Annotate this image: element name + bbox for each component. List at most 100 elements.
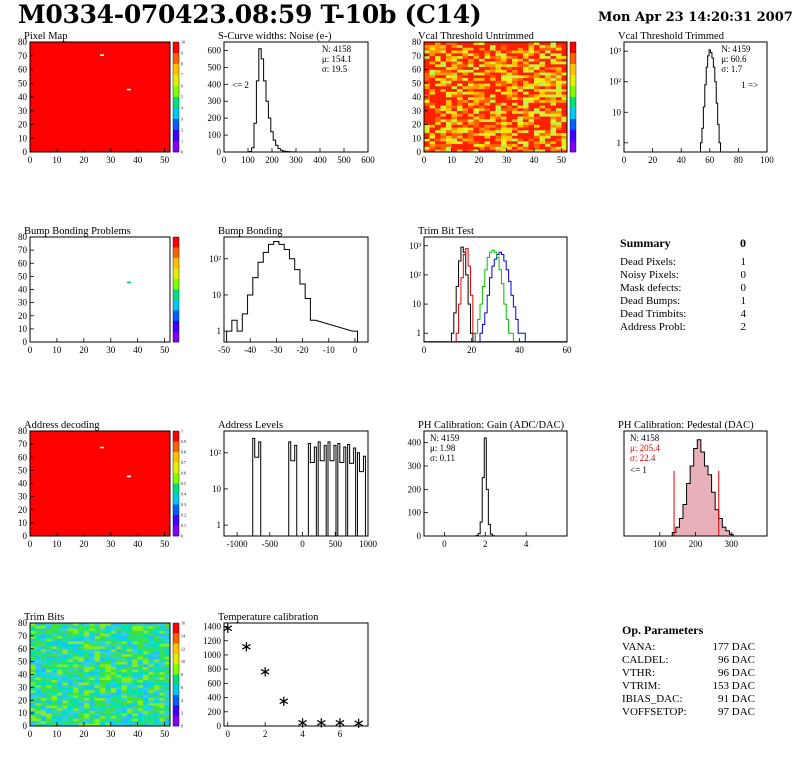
heatmap-cell (78, 666, 85, 670)
heatmap-cell (462, 75, 469, 79)
heatmap-cell (506, 102, 513, 106)
heatmap-cell (153, 679, 160, 683)
heatmap-cell (132, 689, 138, 693)
heatmap-cell (30, 715, 36, 719)
heatmap-cell (94, 630, 101, 634)
heatmap-cell (137, 715, 144, 719)
heatmap-cell (78, 707, 85, 711)
heatmap-cell (153, 648, 160, 652)
heatmap-cell (495, 55, 502, 59)
heatmap-cell (561, 141, 568, 145)
heatmap-cell (512, 119, 518, 123)
heatmap-cell (462, 127, 469, 131)
heatmap-cell (556, 94, 562, 98)
heatmap-cell (501, 83, 507, 87)
heatmap-cell (30, 695, 36, 698)
heatmap-cell (132, 638, 138, 642)
heatmap-cell (126, 682, 133, 686)
heatmap-cell (512, 47, 518, 51)
heatmap-cell (446, 64, 452, 68)
heatmap-cell (490, 83, 496, 87)
plot-frame (623, 41, 768, 153)
heatmap-cell (116, 664, 122, 668)
z-tick-label: 1 (181, 429, 183, 434)
heatmap-cell (110, 674, 117, 678)
heatmap-cell (143, 646, 149, 650)
heatmap-cell (83, 715, 90, 719)
heatmap-cell (539, 72, 546, 76)
heatmap-cell (143, 643, 149, 647)
heatmap-cell (457, 83, 463, 87)
heatmap-cell (83, 710, 90, 714)
heatmap-cell (424, 138, 430, 142)
heatmap-cell (126, 702, 133, 706)
heatmap-cell (143, 695, 149, 698)
heatmap-cell (484, 66, 491, 70)
scatter-point: ∗ (240, 639, 253, 655)
heatmap-cell (137, 666, 144, 670)
heatmap-cell (110, 692, 117, 696)
heatmap-cell (46, 628, 52, 632)
heatmap-cell (550, 69, 557, 73)
heatmap-cell (105, 651, 112, 655)
heatmap-cell (523, 83, 529, 87)
heatmap-cell (517, 69, 524, 73)
heatmap-cell (468, 119, 474, 123)
heatmap-cell (479, 83, 485, 87)
heatmap-cell (528, 42, 535, 46)
y-tick-label: 10² (209, 448, 221, 458)
heatmap-cell (534, 50, 540, 54)
heatmap-cell (143, 692, 149, 696)
heatmap-cell (550, 97, 557, 101)
heatmap-cell (473, 91, 480, 95)
heatmap-cell (137, 674, 144, 678)
heatmap-cell (46, 684, 52, 688)
heatmap-cell (440, 94, 447, 98)
heatmap-cell (556, 105, 562, 109)
summary-label: Dead Bumps: (620, 295, 681, 307)
heatmap-cell (35, 638, 42, 642)
heatmap-cell (94, 669, 101, 673)
heatmap-cell (30, 697, 36, 701)
heatmap-cell (484, 99, 491, 103)
heatmap-cell (440, 64, 447, 68)
heatmap-cell (132, 682, 138, 686)
heatmap-cell (126, 638, 133, 642)
heatmap-cell (490, 55, 496, 59)
heatmap-cell (100, 651, 106, 655)
heatmap-cell (62, 646, 68, 650)
heatmap-cell (501, 108, 507, 112)
heatmap-cell (517, 72, 524, 76)
heatmap-cell (457, 143, 463, 147)
level-peak (288, 441, 298, 536)
heatmap-cell (556, 83, 562, 87)
heatmap-cell (100, 705, 106, 709)
heatmap-cell (501, 58, 507, 62)
heatmap-cell (67, 643, 74, 647)
heatmap-cell (100, 669, 106, 673)
heatmap-cell (35, 723, 42, 727)
heatmap-cell (100, 679, 106, 683)
heatmap-cell (56, 638, 63, 642)
x-tick-label: 60 (563, 345, 573, 355)
heatmap-cell (561, 97, 568, 101)
heatmap-cell (512, 113, 518, 117)
heatmap-cell (479, 132, 485, 136)
heatmap-cell (523, 77, 529, 81)
summary-row: Mask defects: 0 (620, 282, 746, 295)
z-tick-label: 8 (181, 62, 183, 67)
heatmap-cell (440, 50, 447, 54)
heatmap-cell (512, 64, 518, 68)
heatmap-cell (473, 50, 480, 54)
heatmap-fill (30, 42, 170, 152)
heatmap-cell (148, 666, 155, 670)
heatmap-cell (501, 143, 507, 147)
stats-line: N: 4159 (430, 433, 460, 443)
heatmap-cell (94, 707, 101, 711)
heatmap-cell (67, 630, 74, 634)
summary-value: 1 (740, 256, 747, 268)
heatmap-cell (126, 677, 133, 680)
heatmap-cell (126, 710, 133, 714)
x-tick-label: 6 (338, 729, 343, 739)
heatmap-cell (484, 44, 491, 48)
